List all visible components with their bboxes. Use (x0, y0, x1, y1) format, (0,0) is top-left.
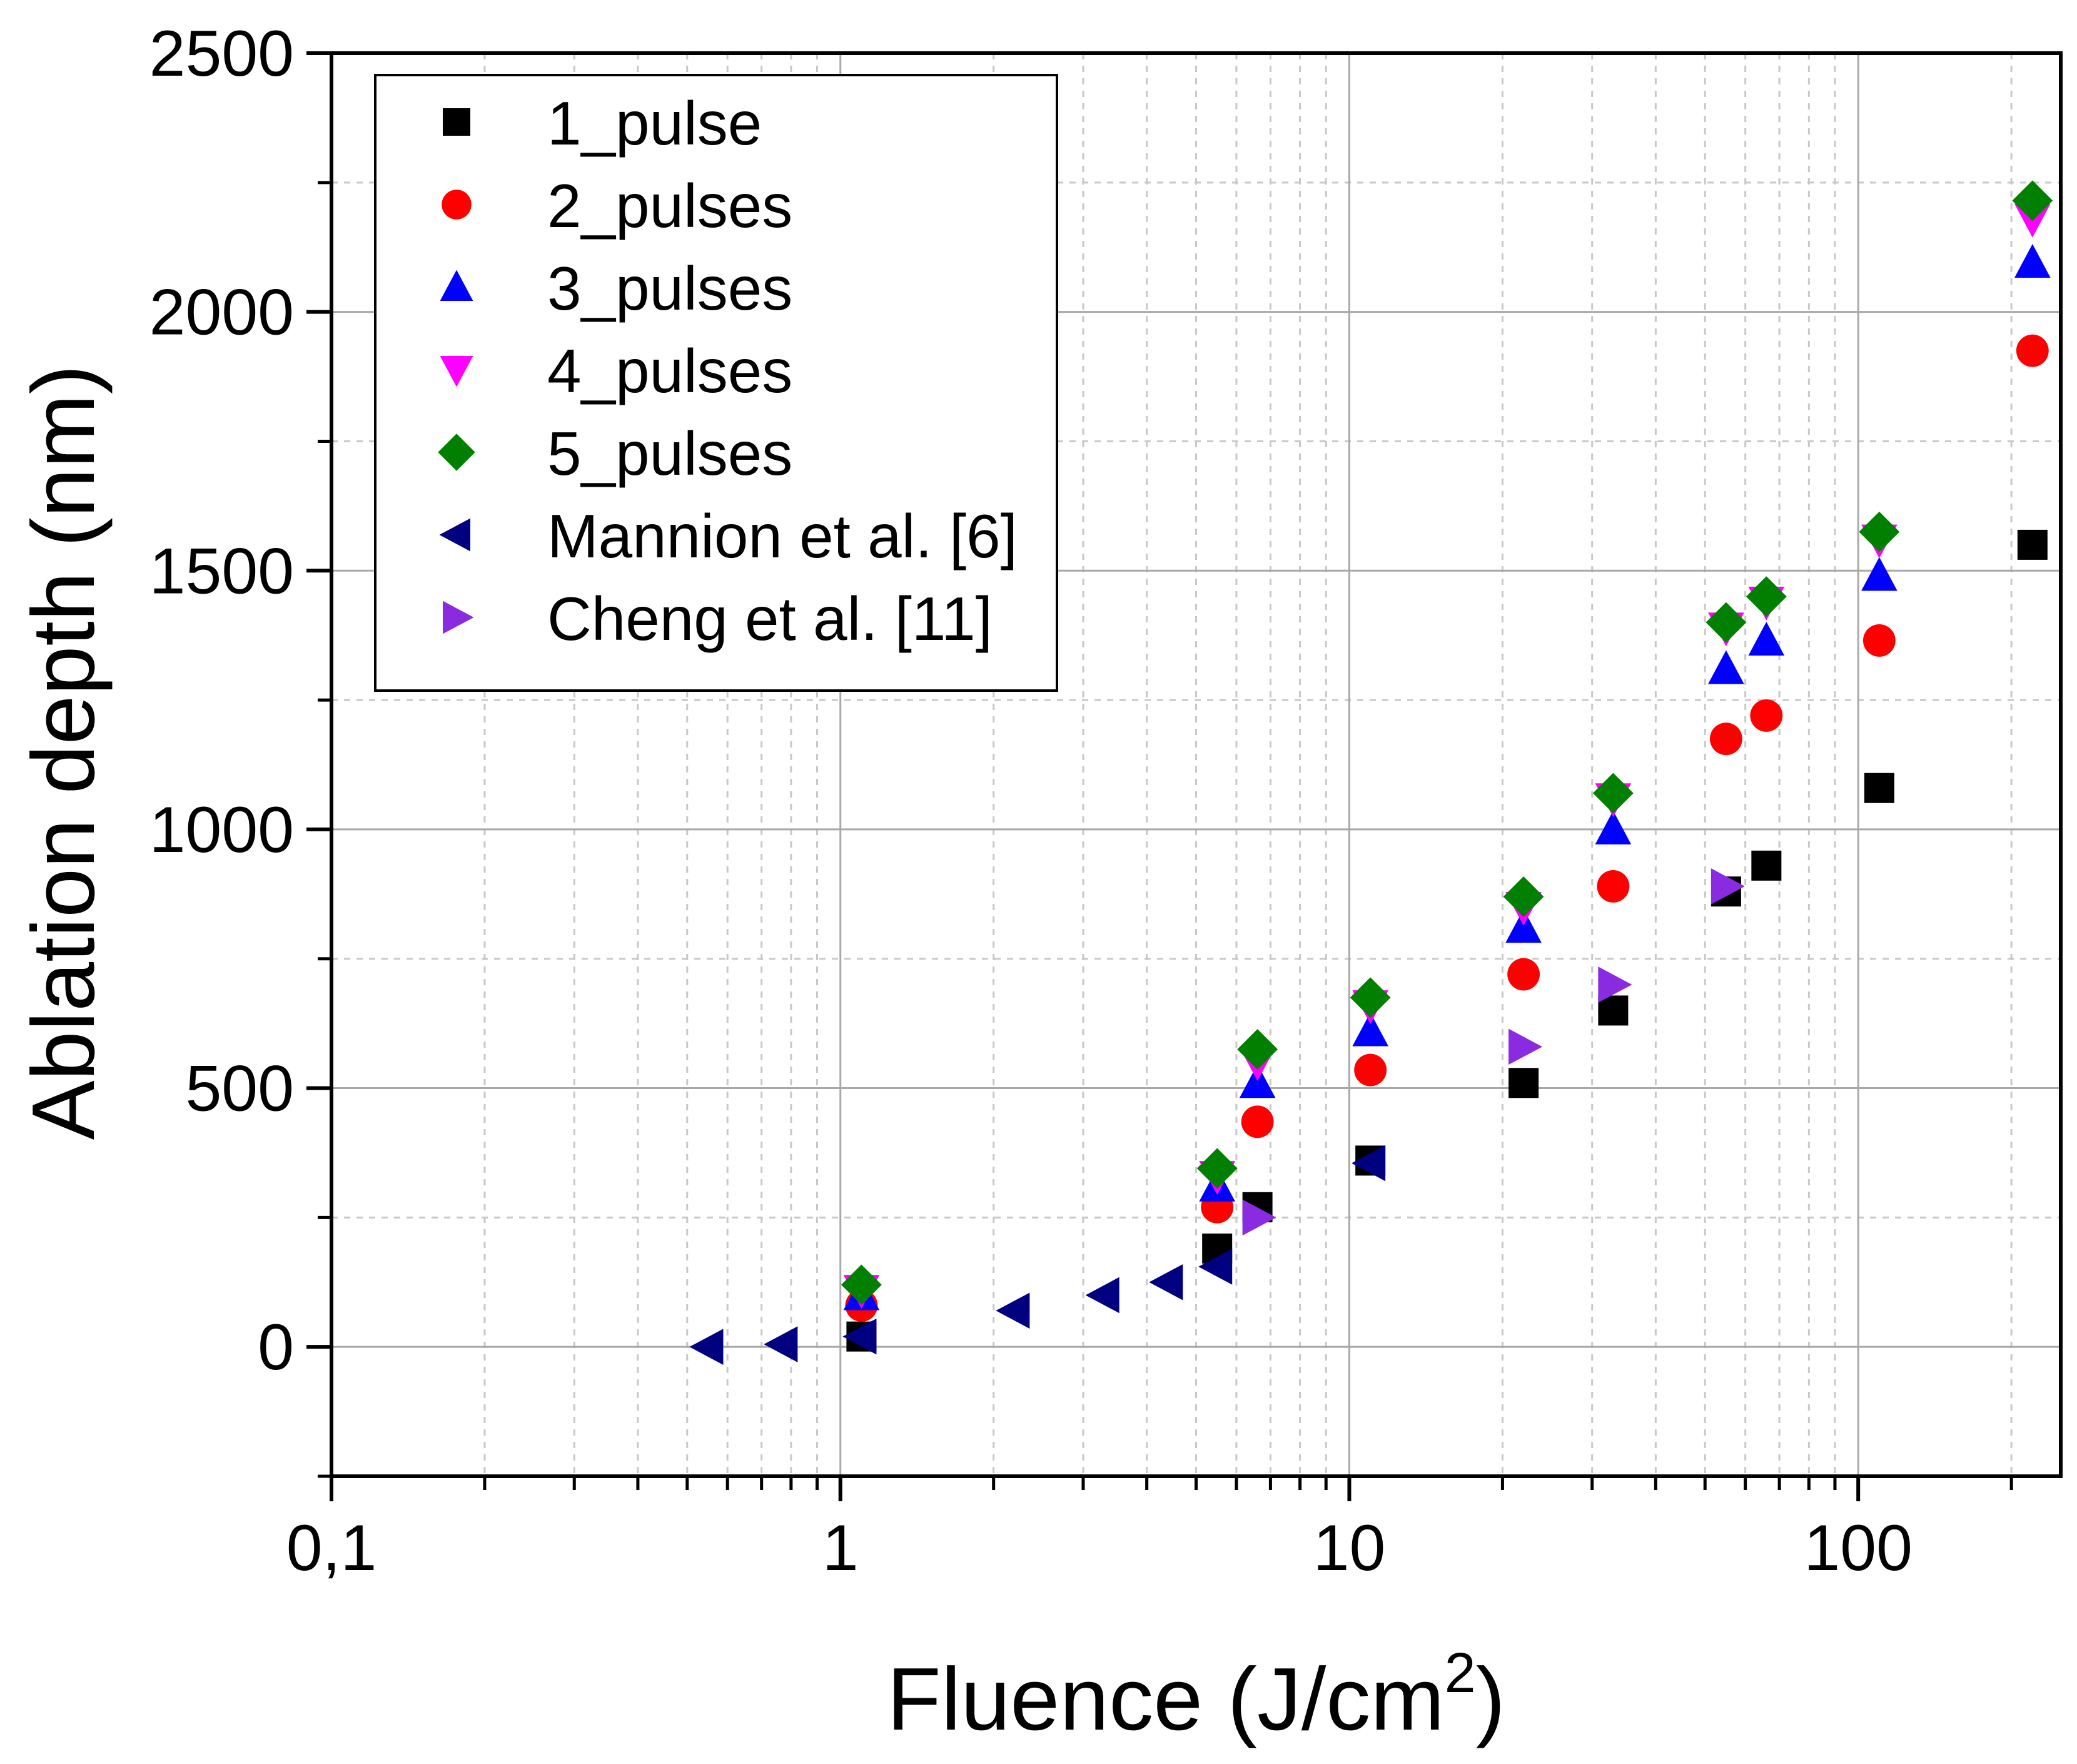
legend-items: 1_pulse 2_pulses 3_pulses 4_pulses 5_pulses M… (438, 89, 1018, 653)
data-point (764, 1326, 798, 1362)
data-point (841, 1264, 882, 1305)
data-point (1354, 1053, 1387, 1087)
legend-box (374, 74, 1058, 692)
data-point (1085, 1277, 1119, 1314)
data-point (1709, 722, 1742, 756)
series-2 (843, 244, 2051, 1310)
data-point (1242, 1199, 1276, 1236)
data-point (1746, 576, 1787, 617)
data-point (1859, 511, 1900, 552)
y-tick-label: 0 (258, 1311, 294, 1384)
x-tick-label: 0,1 (286, 1512, 377, 1584)
legend-marker (440, 270, 473, 301)
legend-label: 1_pulse (547, 89, 762, 158)
axis-ticks (306, 51, 2013, 1501)
data-point (1748, 621, 1785, 656)
data-point (1350, 977, 1391, 1018)
data-point (1149, 1264, 1183, 1300)
legend-marker (443, 601, 474, 634)
data-point (1597, 869, 1630, 903)
data-point (1508, 1028, 1543, 1065)
legend-item: Mannion et al. [6] (439, 502, 1018, 570)
data-point (1598, 966, 1632, 1003)
legend-marker (443, 108, 470, 136)
data-point (1198, 1249, 1233, 1285)
y-tick-label: 2000 (149, 276, 294, 349)
legend-item: Cheng et al. [11] (443, 584, 993, 653)
data-point (1352, 1145, 1386, 1182)
data-point (2016, 334, 2049, 367)
legend-marker (442, 190, 472, 220)
data-point (1751, 850, 1782, 881)
data-point (1352, 1012, 1388, 1047)
x-axis-title: Fluence (J/cm2) (887, 1642, 1505, 1749)
data-point (1862, 624, 1896, 657)
data-point (1864, 773, 1894, 803)
x-tick-label: 10 (1313, 1512, 1386, 1584)
y-tick-label: 1500 (149, 535, 294, 607)
legend-label: 4_pulses (547, 337, 792, 405)
data-point (1241, 1105, 1274, 1138)
data-point (1505, 909, 1542, 943)
data-point (1598, 995, 1629, 1026)
legend: 1_pulse 2_pulses 3_pulses 4_pulses 5_pulses M… (374, 74, 1058, 692)
data-point (1711, 868, 1745, 905)
series-5 (689, 1145, 1386, 1365)
data-point (1592, 773, 1634, 814)
series-4 (841, 180, 2053, 1305)
data-point (1706, 602, 1747, 643)
data-point (1503, 876, 1544, 917)
data-point (1708, 650, 1744, 684)
legend-item: 2_pulses (442, 171, 792, 240)
data-point (2014, 244, 2051, 278)
legend-item: 4_pulses (440, 337, 792, 405)
data-point (1507, 958, 1540, 991)
data-point (1861, 557, 1898, 591)
y-axis-title: Ablation depth (nm) (14, 365, 113, 1140)
legend-label: 5_pulses (547, 419, 792, 488)
data-point (2012, 180, 2053, 221)
data-point (842, 1318, 877, 1355)
series-6 (1242, 868, 1745, 1236)
series-layer (689, 180, 2053, 1365)
legend-label: 2_pulses (547, 171, 792, 240)
legend-item: 5_pulses (438, 419, 792, 488)
data-point (1508, 1068, 1539, 1098)
legend-item: 3_pulses (440, 254, 792, 323)
data-point (689, 1329, 724, 1365)
x-tick-label: 1 (822, 1512, 859, 1584)
data-point (1196, 1148, 1238, 1189)
legend-item: 1_pulse (443, 89, 762, 158)
data-point (1237, 1029, 1278, 1070)
legend-marker (438, 433, 475, 471)
x-tick-label: 100 (1804, 1512, 1913, 1584)
legend-label: Cheng et al. [11] (547, 584, 993, 653)
data-point (2017, 529, 2048, 560)
legend-label: 3_pulses (547, 254, 792, 323)
legend-marker (439, 518, 470, 552)
data-point (1750, 699, 1783, 732)
y-tick-label: 500 (185, 1053, 294, 1125)
legend-label: Mannion et al. [6] (547, 502, 1018, 570)
y-tick-label: 1000 (149, 794, 294, 866)
legend-marker (440, 356, 473, 387)
data-point (1595, 810, 1632, 844)
y-tick-label: 2500 (149, 18, 294, 90)
data-point (1239, 1064, 1276, 1098)
data-point (996, 1292, 1030, 1329)
